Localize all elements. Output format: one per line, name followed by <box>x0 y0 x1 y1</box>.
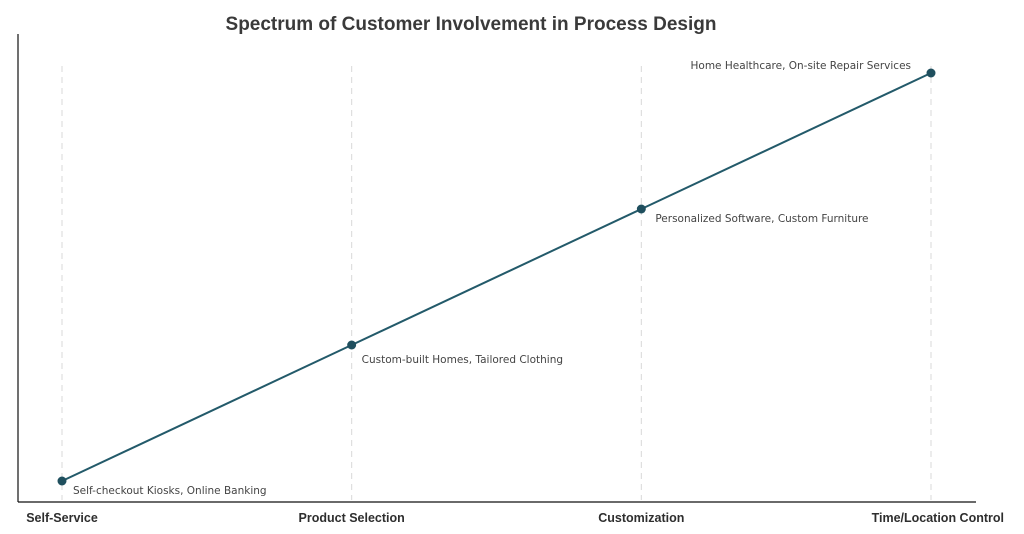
annotation-label: Home Healthcare, On-site Repair Services <box>691 60 912 72</box>
x-tick-label: Time/Location Control <box>872 511 1004 525</box>
annotation-label: Custom-built Homes, Tailored Clothing <box>362 354 563 366</box>
data-point <box>57 476 67 486</box>
annotations: Self-checkout Kiosks, Online Banking Cust… <box>73 60 911 497</box>
x-tick-label: Self-Service <box>26 511 98 525</box>
data-point <box>926 68 936 78</box>
x-tick-labels: Self-Service Product Selection Customizati… <box>26 511 1004 525</box>
data-point <box>347 340 357 350</box>
data-point <box>636 204 646 214</box>
data-points <box>57 68 936 486</box>
chart-title: Spectrum of Customer Involvement in Proc… <box>226 14 717 35</box>
x-tick-label: Product Selection <box>299 511 405 525</box>
annotation-label: Personalized Software, Custom Furniture <box>655 213 868 225</box>
series-line <box>61 72 932 482</box>
annotation-label: Self-checkout Kiosks, Online Banking <box>73 485 267 497</box>
series-line-path <box>61 72 932 482</box>
grid-lines <box>61 66 932 500</box>
x-tick-label: Customization <box>598 511 684 525</box>
